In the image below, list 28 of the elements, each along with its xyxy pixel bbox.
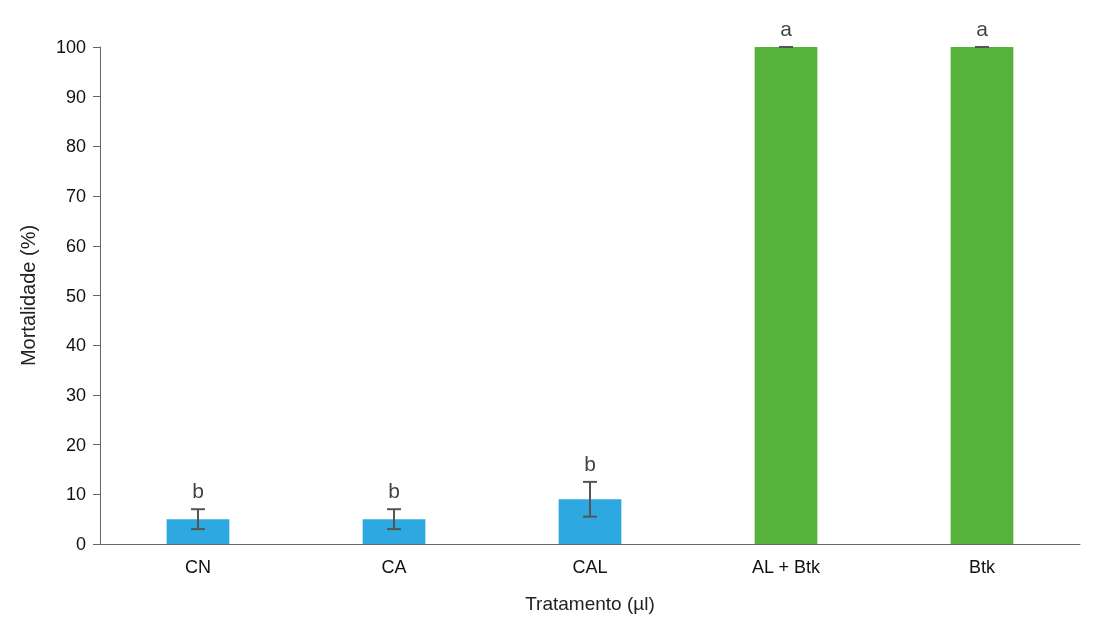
y-tick-label: 20 (65, 434, 86, 455)
bar (558, 499, 622, 544)
y-tick-label: 90 (65, 86, 86, 107)
annotation: a (780, 17, 793, 40)
bar (754, 47, 818, 544)
y-tick-label: 70 (65, 186, 86, 207)
y-tick-label: 50 (65, 285, 86, 306)
x-axis-title: Tratamento (µl) (525, 593, 655, 614)
y-tick-label: 100 (55, 37, 86, 57)
x-tick-label: CAL (572, 557, 608, 577)
x-tick-label: CA (381, 557, 407, 577)
y-tick-label: 40 (65, 335, 86, 356)
annotation: a (976, 17, 989, 40)
annotation: b (192, 479, 204, 503)
y-tick-label: 60 (65, 235, 86, 256)
x-tick-label: CN (185, 557, 211, 577)
bar (362, 519, 426, 544)
y-tick-label: 0 (75, 534, 86, 554)
y-tick-label: 10 (65, 484, 86, 505)
y-axis-title: Mortalidade (%) (17, 224, 39, 367)
annotation: b (388, 479, 400, 503)
y-tick-label: 80 (65, 136, 86, 157)
y-tick-label: 30 (65, 384, 86, 405)
annotation: b (584, 451, 596, 475)
x-tick-label: Btk (968, 557, 996, 577)
bar (166, 519, 230, 544)
bar (950, 47, 1014, 544)
x-tick-label: AL + Btk (752, 557, 821, 577)
